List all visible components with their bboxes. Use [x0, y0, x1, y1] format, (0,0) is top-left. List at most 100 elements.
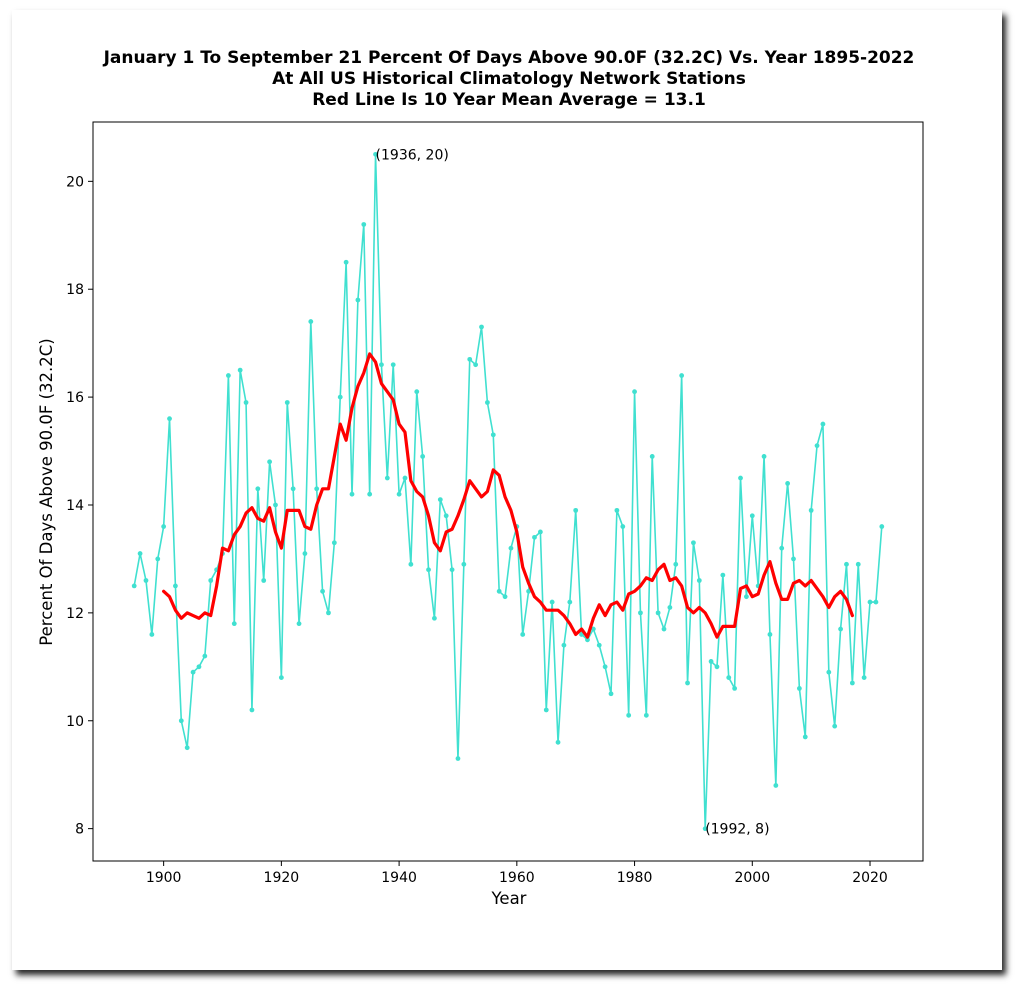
- data-point: [273, 502, 278, 508]
- data-point: [714, 664, 720, 670]
- y-tick-label: 20: [66, 174, 84, 190]
- data-point: [337, 394, 343, 400]
- data-point: [461, 561, 467, 567]
- data-point: [361, 222, 367, 227]
- data-point: [343, 259, 349, 265]
- data-point: [590, 626, 596, 632]
- data-point: [861, 675, 867, 680]
- data-point: [832, 723, 838, 729]
- data-point: [373, 151, 378, 157]
- data-point: [284, 400, 290, 405]
- data-point: [243, 400, 249, 405]
- data-point: [178, 718, 184, 724]
- data-point: [161, 524, 167, 529]
- data-point: [196, 664, 202, 670]
- data-point: [402, 475, 408, 481]
- data-point: [744, 594, 749, 600]
- y-tick-label: 16: [66, 390, 84, 406]
- data-point: [249, 707, 255, 713]
- x-tick-label: 1980: [617, 870, 653, 886]
- data-point: [355, 297, 361, 303]
- data-point: [432, 615, 437, 621]
- data-point: [808, 507, 814, 513]
- data-point: [696, 578, 702, 583]
- title-line-1: January 1 To September 21 Percent Of Day…: [103, 48, 915, 68]
- data-point: [225, 373, 231, 378]
- data-point: [567, 599, 573, 605]
- title-line-2: At All US Historical Climatology Network…: [272, 69, 746, 89]
- y-tick-label: 14: [66, 498, 84, 514]
- x-axis-label: Year: [491, 889, 527, 908]
- data-point: [173, 583, 178, 589]
- data-point: [396, 491, 402, 497]
- data-point: [561, 642, 567, 648]
- y-axis-label: Percent Of Days Above 90.0F (32.2C): [37, 338, 56, 645]
- y-tick-label: 12: [66, 606, 84, 622]
- data-point: [437, 497, 443, 502]
- data-point: [726, 675, 732, 680]
- data-point: [390, 362, 396, 368]
- data-point: [555, 739, 561, 745]
- data-point: [673, 561, 679, 567]
- data-point: [261, 578, 267, 583]
- data-point: [685, 680, 690, 686]
- data-point: [573, 507, 579, 513]
- data-point: [296, 621, 302, 627]
- data-point: [614, 507, 620, 513]
- data-point: [131, 583, 137, 589]
- axes-frame: [92, 121, 924, 862]
- data-point: [620, 524, 626, 529]
- data-point: [814, 443, 820, 449]
- data-point: [190, 669, 196, 675]
- data-point: [749, 513, 755, 519]
- x-tick-label: 1960: [499, 870, 535, 886]
- data-point: [267, 459, 272, 465]
- data-point: [167, 416, 172, 422]
- data-point: [367, 491, 373, 497]
- data-point: [320, 588, 325, 594]
- data-point: [308, 319, 314, 324]
- data-point: [761, 454, 767, 459]
- data-point: [302, 551, 308, 556]
- plot-area: (1936, 20) (1992, 8): [131, 147, 885, 838]
- data-point: [802, 734, 808, 740]
- data-point: [184, 745, 190, 751]
- data-point: [585, 637, 590, 643]
- data-point: [414, 389, 420, 395]
- data-point: [349, 491, 355, 497]
- data-point: [426, 567, 431, 573]
- annotation-label: (1992, 8): [705, 822, 769, 838]
- data-point: [155, 556, 161, 562]
- data-point: [490, 432, 496, 438]
- data-point: [231, 621, 237, 627]
- data-point: [202, 653, 208, 659]
- data-point: [826, 669, 832, 675]
- data-point: [785, 481, 791, 486]
- annotation-label: (1936, 20): [376, 147, 449, 163]
- data-point: [655, 610, 661, 616]
- data-point: [855, 561, 861, 567]
- data-point: [543, 707, 549, 713]
- data-point: [638, 610, 643, 616]
- data-point: [237, 367, 243, 373]
- data-point: [608, 691, 614, 697]
- data-point: [708, 659, 714, 664]
- data-point: [649, 454, 655, 459]
- data-point: [661, 626, 667, 632]
- data-point: [520, 632, 526, 637]
- data-point: [844, 561, 849, 567]
- y-tick-label: 10: [66, 714, 84, 730]
- data-point: [526, 588, 532, 594]
- axes: 1900 1920 1940 1960 1980 2000 2020 8 10 12 14 16 18 2…: [66, 121, 924, 886]
- data-point: [479, 324, 484, 330]
- data-point: [867, 599, 873, 605]
- data-point: [314, 486, 320, 492]
- data-point: [796, 685, 802, 691]
- data-point: [149, 632, 155, 637]
- mean-line: [162, 352, 854, 639]
- data-point: [143, 578, 149, 583]
- data-point: [379, 362, 384, 368]
- data-point: [278, 675, 284, 680]
- x-tick-label: 2000: [734, 870, 770, 886]
